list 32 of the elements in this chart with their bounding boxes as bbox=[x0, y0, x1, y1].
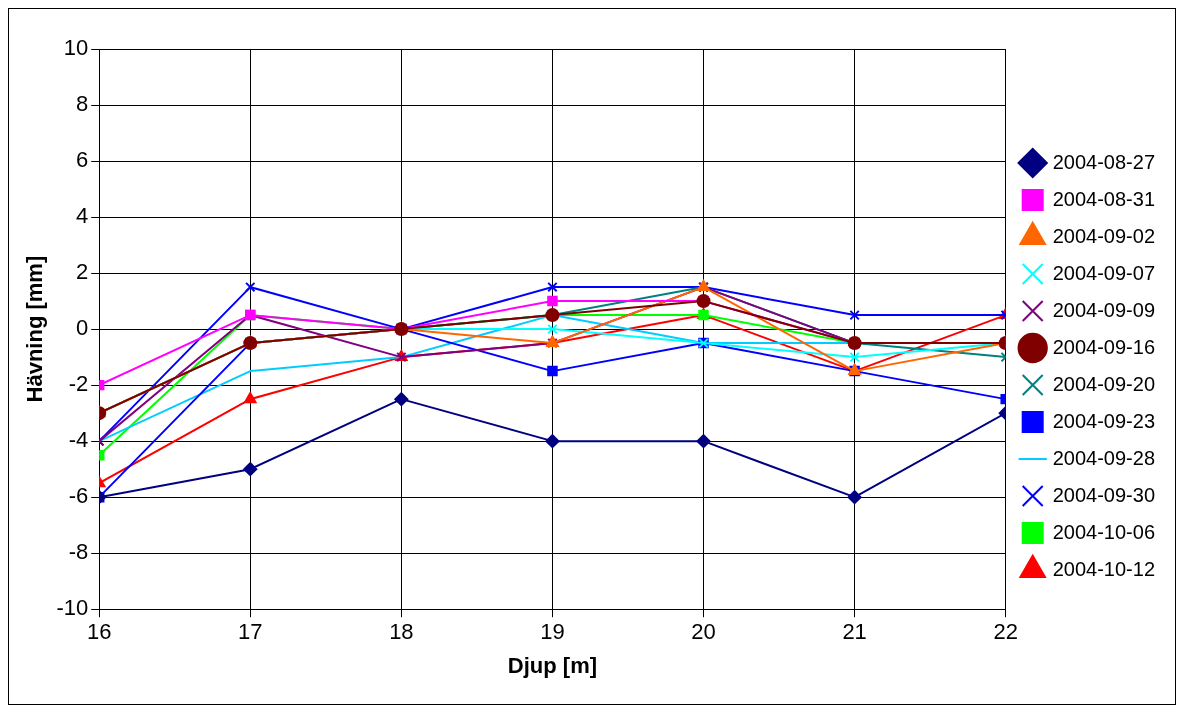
legend-label: 2004-08-31 bbox=[1052, 187, 1156, 210]
x-tick-label: 22 bbox=[993, 619, 1018, 645]
y-tick-label: 0 bbox=[75, 315, 89, 341]
y-tick-label: -10 bbox=[56, 595, 89, 621]
x-tick-label: 21 bbox=[842, 619, 867, 645]
y-axis-title: Hävning [mm] bbox=[22, 255, 48, 403]
x-tick-label: 17 bbox=[238, 619, 263, 645]
y-tick-label: 2 bbox=[75, 259, 89, 285]
legend-label: 2004-09-09 bbox=[1052, 298, 1156, 321]
x-tick-label: 18 bbox=[389, 619, 414, 645]
x-tick-label: 19 bbox=[540, 619, 565, 645]
x-tick-label: 20 bbox=[691, 619, 716, 645]
legend-label: 2004-09-23 bbox=[1052, 409, 1156, 432]
y-tick-label: -4 bbox=[68, 427, 89, 453]
legend-label: 2004-09-28 bbox=[1052, 446, 1156, 469]
y-tick-label: 4 bbox=[75, 203, 89, 229]
y-tick-label: -8 bbox=[68, 539, 89, 565]
legend-label: 2004-09-02 bbox=[1052, 224, 1156, 247]
y-tick-label: 6 bbox=[75, 147, 89, 173]
y-tick-label: -2 bbox=[68, 371, 89, 397]
legend-label: 2004-10-12 bbox=[1052, 557, 1156, 580]
legend-label: 2004-08-27 bbox=[1052, 150, 1156, 173]
legend-label: 2004-09-20 bbox=[1052, 372, 1156, 395]
x-axis-title: Djup [m] bbox=[507, 652, 598, 678]
legend-label: 2004-09-07 bbox=[1052, 261, 1156, 284]
legend-label: 2004-09-16 bbox=[1052, 335, 1156, 358]
y-tick-label: 10 bbox=[63, 35, 89, 61]
y-tick-label: -6 bbox=[68, 483, 89, 509]
legend-label: 2004-10-06 bbox=[1052, 520, 1156, 543]
legend-label: 2004-09-30 bbox=[1052, 483, 1156, 506]
x-tick-label: 16 bbox=[86, 619, 112, 645]
y-tick-label: 8 bbox=[75, 91, 89, 117]
